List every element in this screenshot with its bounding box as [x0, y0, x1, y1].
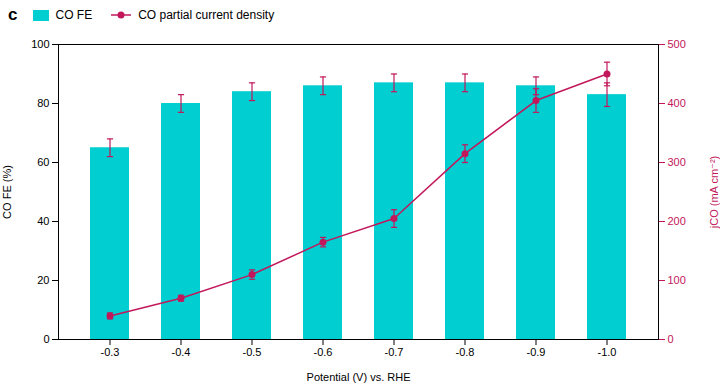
svg-text:80: 80 [37, 97, 49, 109]
html-text:CO FE: CO FE [55, 8, 93, 22]
svg-text:-0.6: -0.6 [314, 346, 333, 358]
svg-text:400: 400 [668, 97, 686, 109]
svg-text:20: 20 [37, 274, 49, 286]
svg-text:100: 100 [668, 274, 686, 286]
html-text:c: c [8, 5, 18, 24]
svg-text:60: 60 [37, 156, 49, 168]
svg-text:0: 0 [43, 333, 49, 345]
svg-text:Potential (V) vs. RHE: Potential (V) vs. RHE [307, 371, 411, 383]
html-text:CO partial current density: CO partial current density [138, 8, 275, 22]
svg-text:0: 0 [668, 333, 674, 345]
svg-text:-0.5: -0.5 [243, 346, 262, 358]
svg-text:40: 40 [37, 215, 49, 227]
svg-text:jCO (mA cm⁻²): jCO (mA cm⁻²) [708, 156, 720, 229]
svg-text:-0.7: -0.7 [385, 346, 404, 358]
svg-text:-0.9: -0.9 [527, 346, 546, 358]
svg-text:-0.4: -0.4 [172, 346, 191, 358]
svg-text:500: 500 [668, 38, 686, 50]
svg-text:-1.0: -1.0 [598, 346, 617, 358]
svg-text:CO FE (%): CO FE (%) [1, 165, 13, 219]
svg-text:100: 100 [31, 38, 49, 50]
svg-text:300: 300 [668, 156, 686, 168]
svg-text:-0.8: -0.8 [456, 346, 475, 358]
svg-text:-0.3: -0.3 [101, 346, 120, 358]
svg-text:200: 200 [668, 215, 686, 227]
